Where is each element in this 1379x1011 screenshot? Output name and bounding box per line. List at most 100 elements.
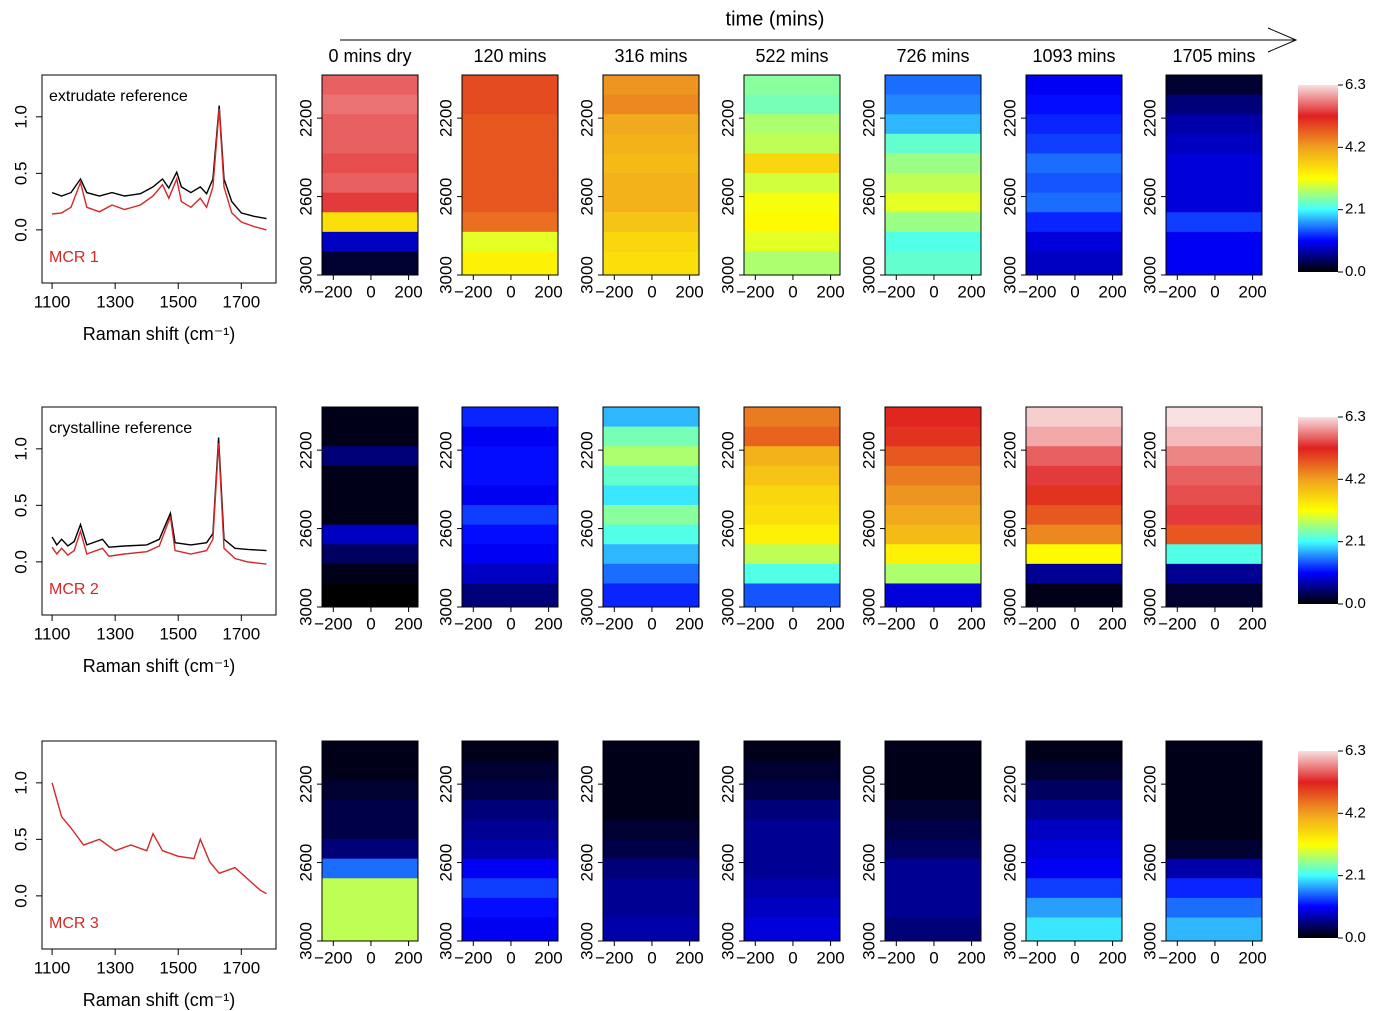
heatmap-band xyxy=(462,133,558,154)
x-tick-label: 200 xyxy=(534,948,562,967)
y-tick-label: 2600 xyxy=(1000,510,1019,548)
y-tick-label: 2200 xyxy=(577,765,596,803)
y-tick-label: 1.0 xyxy=(11,105,30,129)
y-tick-label: 3000 xyxy=(1000,256,1019,294)
x-tick-label: 0 xyxy=(506,614,515,633)
x-tick-label: 0 xyxy=(788,948,797,967)
heatmap-band xyxy=(885,75,981,96)
heatmap-band xyxy=(462,878,558,899)
heatmap-band xyxy=(885,858,981,879)
heatmap-band xyxy=(885,153,981,174)
heatmap-band xyxy=(603,524,699,545)
heatmap-band xyxy=(1166,251,1262,276)
heatmap-band xyxy=(1166,212,1262,233)
heatmap-band xyxy=(1026,780,1122,801)
x-tick-label: 200 xyxy=(1098,282,1126,301)
x-tick-label: −200 xyxy=(1018,282,1056,301)
heatmap-band xyxy=(885,544,981,565)
spectrum-line xyxy=(51,782,267,895)
heatmap-band xyxy=(1026,192,1122,213)
colorbar-tick-label: 0.0 xyxy=(1345,263,1366,280)
heatmap-band xyxy=(885,799,981,820)
heatmap-band xyxy=(1166,917,1262,942)
heatmap-band xyxy=(1166,192,1262,213)
y-tick-label: 2200 xyxy=(436,99,455,137)
heatmap-band xyxy=(885,917,981,942)
heatmap-band xyxy=(885,878,981,899)
y-tick-label: 3000 xyxy=(1000,588,1019,626)
heatmap-band xyxy=(462,407,558,428)
heatmap-band xyxy=(1166,133,1262,154)
heatmap-band xyxy=(1166,544,1262,565)
x-axis-title: Raman shift (cm⁻¹) xyxy=(83,656,236,676)
heatmap-band xyxy=(885,465,981,486)
x-tick-label: 0 xyxy=(929,614,938,633)
colorbar xyxy=(1298,751,1338,938)
y-tick-label: 2200 xyxy=(577,99,596,137)
heatmap-band xyxy=(322,563,418,584)
plot-frame xyxy=(743,74,841,276)
heatmap-band xyxy=(322,858,418,879)
heatmap-band xyxy=(1026,133,1122,154)
heatmap-band xyxy=(462,173,558,194)
y-tick-label: 3000 xyxy=(577,588,596,626)
x-tick-label: 200 xyxy=(816,282,844,301)
x-tick-label: 200 xyxy=(394,948,422,967)
x-tick-label: −200 xyxy=(454,282,492,301)
heatmap-band xyxy=(885,133,981,154)
heatmap-band xyxy=(885,485,981,506)
heatmap-band xyxy=(885,212,981,233)
x-tick-label: 1100 xyxy=(34,958,71,977)
colorbar-tick-label: 0.0 xyxy=(1345,595,1366,612)
x-tick-label: 0 xyxy=(506,948,515,967)
heatmap-band xyxy=(744,780,840,801)
x-tick-label: 200 xyxy=(1238,614,1266,633)
heatmap-band xyxy=(1166,524,1262,545)
x-tick-label: 200 xyxy=(957,282,985,301)
y-tick-label: 3000 xyxy=(859,256,878,294)
x-tick-label: 1300 xyxy=(96,624,134,643)
colorbar-tick-label: 2.1 xyxy=(1345,201,1366,218)
y-tick-label: 0.5 xyxy=(11,828,30,852)
x-tick-label: 1300 xyxy=(96,958,134,977)
heatmap-band xyxy=(322,426,418,447)
heatmap-band xyxy=(462,426,558,447)
heatmap-band xyxy=(1026,563,1122,584)
heatmap-band xyxy=(462,839,558,860)
figure-title: time (mins) xyxy=(726,8,825,30)
y-tick-label: 2600 xyxy=(436,510,455,548)
x-tick-label: 200 xyxy=(394,282,422,301)
x-tick-label: 200 xyxy=(1098,948,1126,967)
heatmap-band xyxy=(1026,94,1122,115)
series-label: MCR 1 xyxy=(49,249,99,266)
heatmap-band xyxy=(462,231,558,252)
plot-frame xyxy=(461,74,559,276)
y-tick-label: 1.0 xyxy=(11,437,30,461)
heatmap-band xyxy=(1166,94,1262,115)
colorbar-tick-label: 4.2 xyxy=(1345,804,1366,821)
heatmap-band xyxy=(744,583,840,608)
heatmap-band xyxy=(744,446,840,467)
heatmap-band xyxy=(744,544,840,565)
y-tick-label: 3000 xyxy=(859,922,878,960)
colorbar-tick-label: 6.3 xyxy=(1345,408,1366,425)
colorbar-tick-label: 4.2 xyxy=(1345,138,1366,155)
heatmap-band xyxy=(1026,799,1122,820)
x-tick-label: −200 xyxy=(595,282,633,301)
heatmap-band xyxy=(322,465,418,486)
heatmap-band xyxy=(1166,426,1262,447)
y-tick-label: 2600 xyxy=(577,510,596,548)
y-tick-label: 3000 xyxy=(436,588,455,626)
time-arrowhead xyxy=(1267,27,1298,53)
heatmap-band xyxy=(322,446,418,467)
x-tick-label: −200 xyxy=(1158,614,1196,633)
heatmap-band xyxy=(1166,114,1262,135)
heatmap-band xyxy=(744,133,840,154)
heatmap-band xyxy=(1026,426,1122,447)
heatmap-band xyxy=(1026,897,1122,918)
x-tick-label: 0 xyxy=(788,614,797,633)
y-tick-label: 3000 xyxy=(718,588,737,626)
heatmap-band xyxy=(322,231,418,252)
heatmap-band xyxy=(322,897,418,918)
plot-frame xyxy=(884,406,982,608)
